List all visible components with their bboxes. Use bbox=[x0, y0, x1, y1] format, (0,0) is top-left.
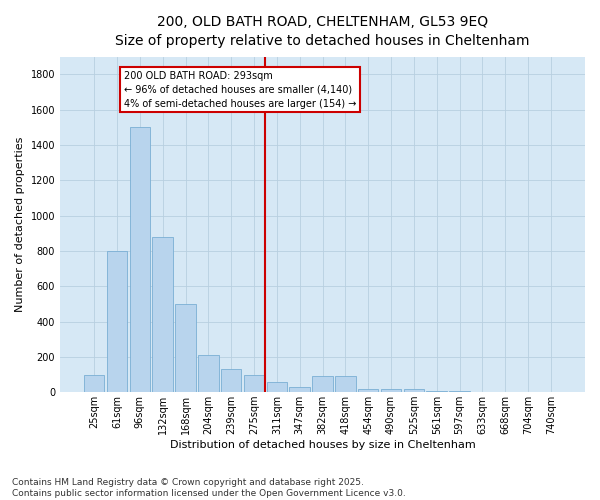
Text: 200 OLD BATH ROAD: 293sqm
← 96% of detached houses are smaller (4,140)
4% of sem: 200 OLD BATH ROAD: 293sqm ← 96% of detac… bbox=[124, 70, 356, 108]
Bar bbox=[266, 382, 287, 392]
Bar bbox=[404, 389, 424, 392]
Bar bbox=[358, 389, 379, 392]
Bar bbox=[198, 355, 218, 392]
Bar bbox=[175, 304, 196, 392]
X-axis label: Distribution of detached houses by size in Cheltenham: Distribution of detached houses by size … bbox=[170, 440, 475, 450]
Bar bbox=[130, 128, 150, 392]
Bar bbox=[244, 374, 264, 392]
Bar bbox=[335, 376, 356, 392]
Bar bbox=[107, 251, 127, 392]
Bar bbox=[84, 374, 104, 392]
Bar bbox=[289, 387, 310, 392]
Title: 200, OLD BATH ROAD, CHELTENHAM, GL53 9EQ
Size of property relative to detached h: 200, OLD BATH ROAD, CHELTENHAM, GL53 9EQ… bbox=[115, 15, 530, 48]
Y-axis label: Number of detached properties: Number of detached properties bbox=[15, 136, 25, 312]
Bar bbox=[152, 237, 173, 392]
Bar bbox=[221, 369, 241, 392]
Bar bbox=[312, 376, 333, 392]
Bar bbox=[381, 389, 401, 392]
Text: Contains HM Land Registry data © Crown copyright and database right 2025.
Contai: Contains HM Land Registry data © Crown c… bbox=[12, 478, 406, 498]
